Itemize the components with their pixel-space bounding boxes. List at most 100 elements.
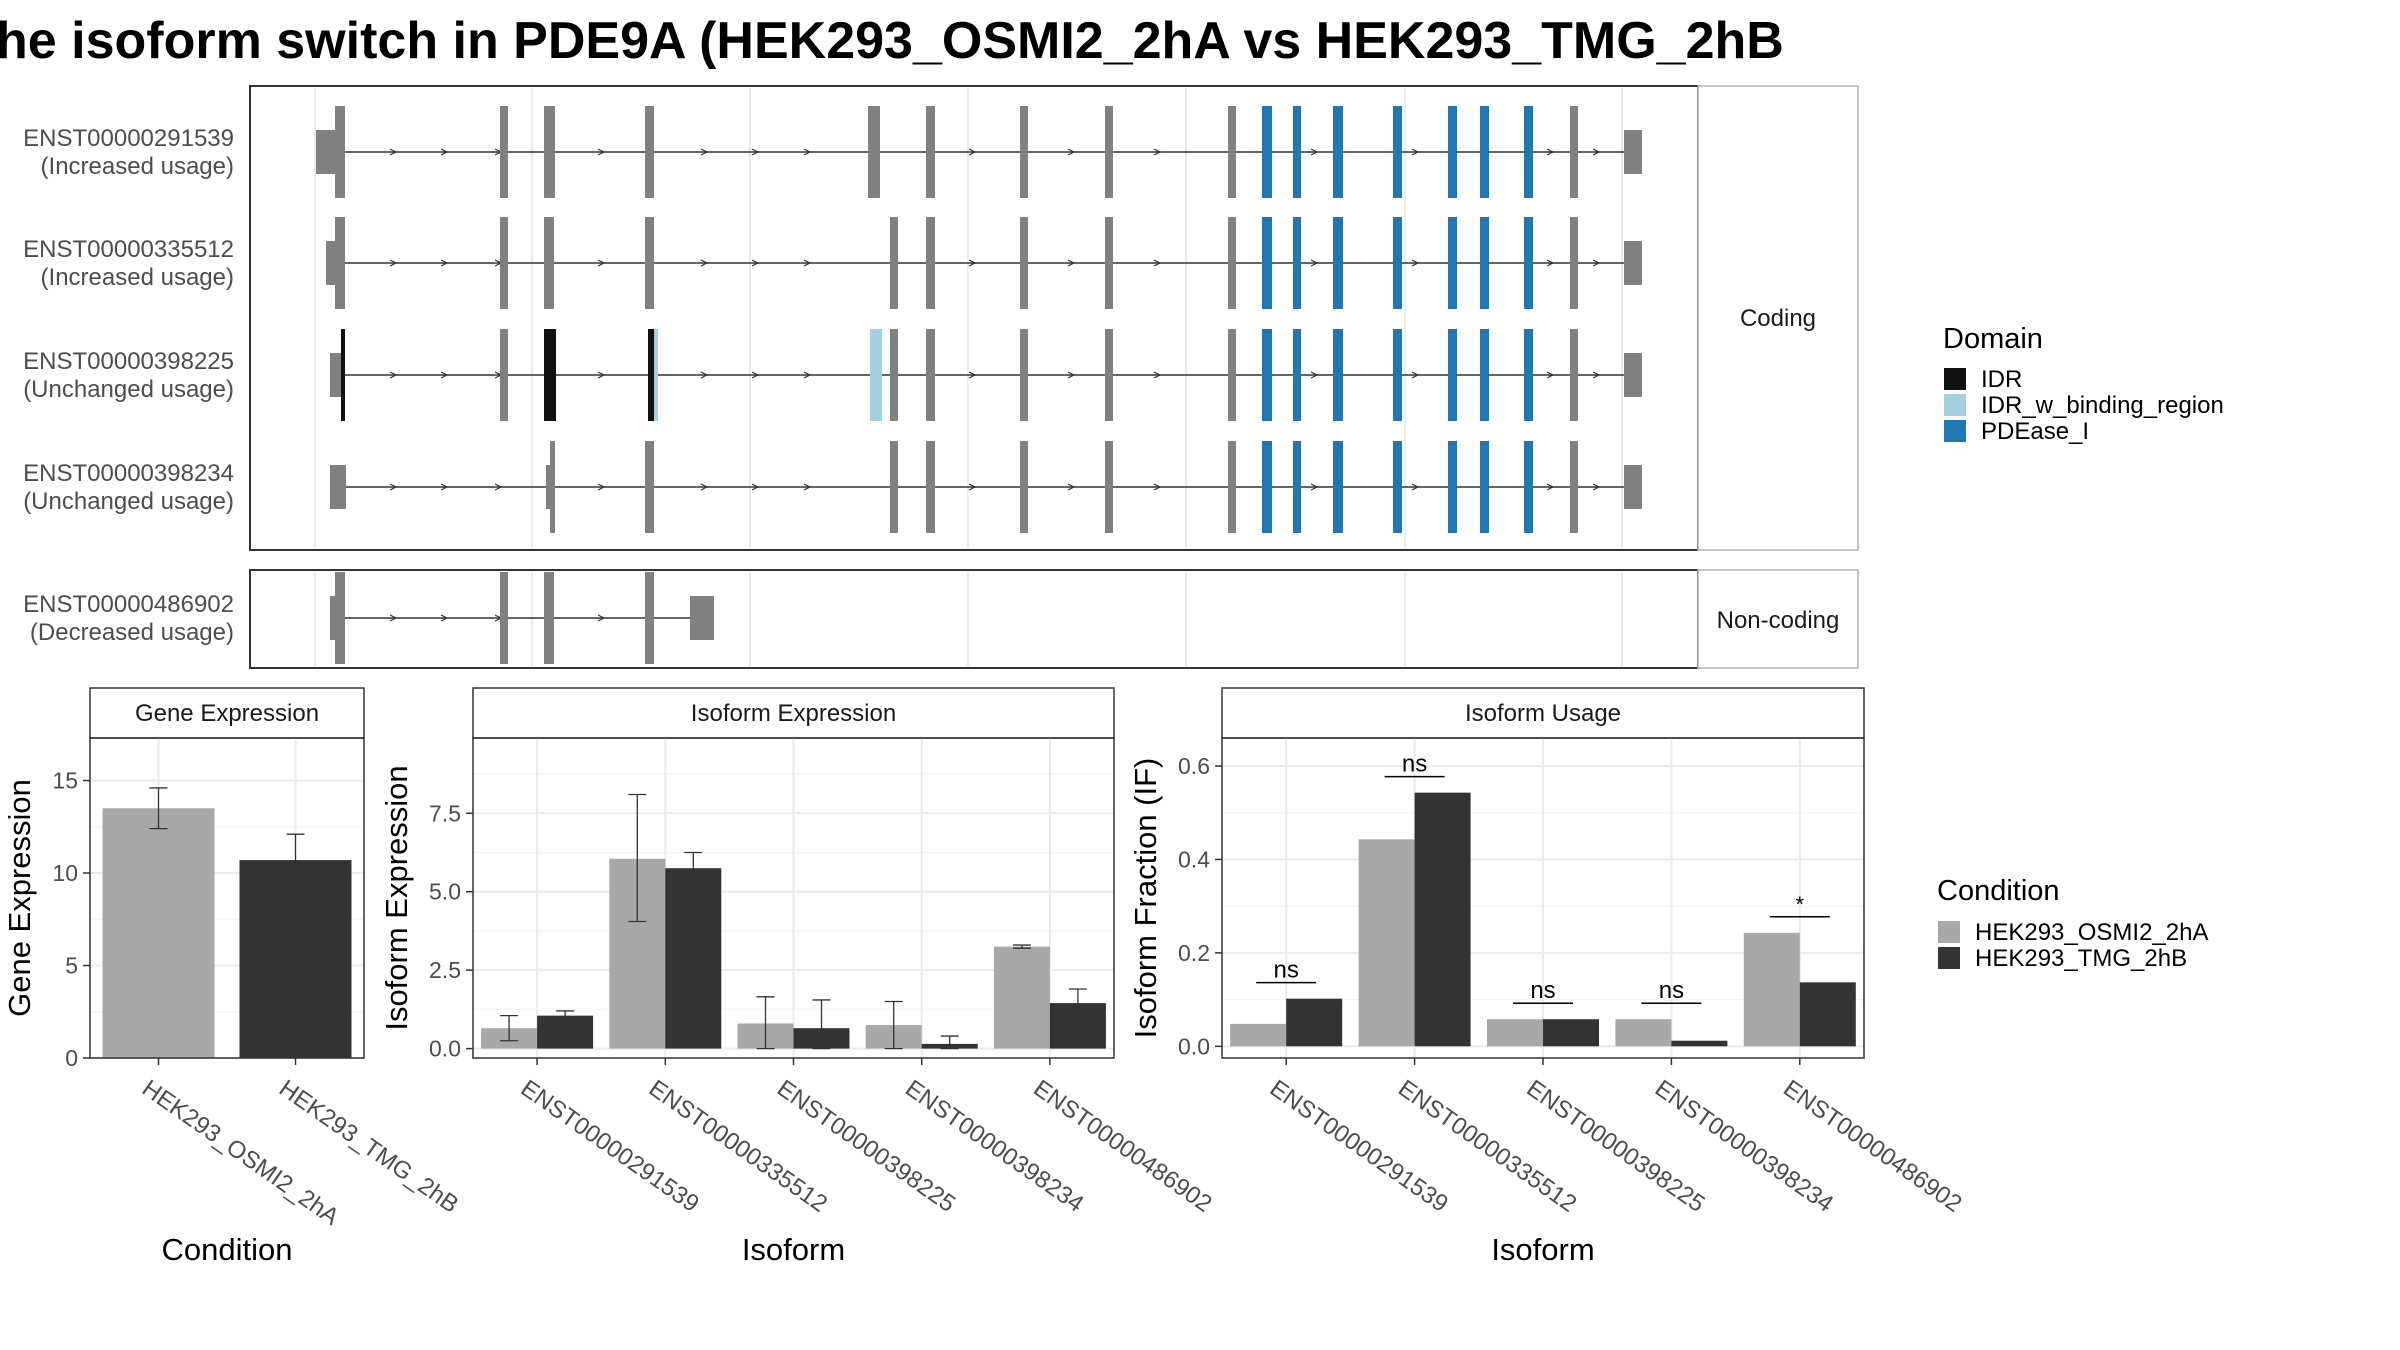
intron-direction-arrow bbox=[1411, 371, 1420, 379]
y-axis-label: Gene Expression bbox=[2, 779, 37, 1017]
exon-block bbox=[1624, 130, 1642, 174]
bar bbox=[1799, 982, 1856, 1047]
domain-block-pdease-i bbox=[1293, 329, 1301, 421]
intron-direction-arrow bbox=[1546, 371, 1555, 379]
y-tick-label: 15 bbox=[52, 768, 78, 794]
isoform-structure-panel: Coding Non-coding ENST00000291539(Increa… bbox=[23, 85, 1859, 669]
isoform-usage-label: (Unchanged usage) bbox=[23, 488, 234, 515]
intron-direction-arrow bbox=[1153, 483, 1162, 491]
exon-block bbox=[645, 106, 654, 198]
intron-direction-arrow bbox=[389, 259, 398, 267]
exon-block bbox=[1228, 329, 1236, 421]
panel-border bbox=[89, 737, 365, 1059]
intron-direction-arrow bbox=[1411, 483, 1420, 491]
intron-direction-arrow bbox=[700, 483, 709, 491]
intron-direction-arrow bbox=[440, 483, 449, 491]
exon-block bbox=[1624, 241, 1642, 285]
domain-block-pdease-i bbox=[1262, 329, 1272, 421]
y-tick-label: 5 bbox=[65, 953, 78, 979]
exon-block bbox=[550, 441, 555, 533]
noncoding-strip-label: Non-coding bbox=[1717, 607, 1840, 634]
domain-block-pdease-i bbox=[1262, 217, 1272, 309]
exon-block bbox=[335, 572, 345, 664]
exon-block bbox=[690, 596, 714, 640]
intron-direction-arrow bbox=[597, 259, 606, 267]
domain-block-pdease-i bbox=[1448, 441, 1457, 533]
intron-direction-arrow bbox=[1153, 148, 1162, 156]
intron-direction-arrow bbox=[751, 148, 760, 156]
isoform-track-1 bbox=[316, 106, 1642, 198]
y-tick-label: 10 bbox=[52, 860, 78, 886]
panel-strip bbox=[89, 687, 365, 739]
intron-direction-arrow bbox=[494, 483, 503, 491]
exon-block bbox=[316, 130, 338, 174]
y-tick-label: 7.5 bbox=[429, 800, 461, 826]
exon-block bbox=[500, 572, 508, 664]
exon-block bbox=[1228, 217, 1236, 309]
x-axis-label: Condition bbox=[162, 1232, 293, 1267]
y-tick-label: 2.5 bbox=[429, 957, 461, 983]
x-axis-label: Isoform bbox=[1491, 1232, 1594, 1267]
intron-direction-arrow bbox=[968, 259, 977, 267]
significance-label: ns bbox=[1274, 957, 1299, 984]
bar bbox=[1358, 839, 1415, 1047]
isoform-track-5 bbox=[330, 572, 714, 664]
domain-block-pdease-i bbox=[1333, 106, 1343, 198]
intron-direction-arrow bbox=[1310, 483, 1319, 491]
domain-block-pdease-i bbox=[1262, 106, 1272, 198]
y-tick-label: 5.0 bbox=[429, 879, 461, 905]
condition-legend-label: HEK293_TMG_2hB bbox=[1975, 945, 2187, 972]
exon-block bbox=[926, 441, 935, 533]
bar bbox=[1414, 792, 1471, 1047]
y-tick-label: 0.6 bbox=[1178, 753, 1210, 779]
isoform-id-label: ENST00000291539 bbox=[23, 125, 234, 152]
panel-title: Isoform Usage bbox=[1465, 700, 1621, 727]
isoform-track-2 bbox=[326, 217, 1642, 309]
exon-block bbox=[645, 441, 654, 533]
domain-block-pdease-i bbox=[1393, 441, 1402, 533]
domain-block-pdease-i bbox=[1448, 217, 1457, 309]
isoform-usage-label: (Increased usage) bbox=[41, 153, 234, 180]
exon-block bbox=[1228, 106, 1236, 198]
exon-block bbox=[1228, 441, 1236, 533]
intron-direction-arrow bbox=[803, 259, 812, 267]
intron-direction-arrow bbox=[968, 148, 977, 156]
bar bbox=[1743, 932, 1800, 1047]
intron-direction-arrow bbox=[803, 371, 812, 379]
domain-block-idr bbox=[341, 329, 345, 421]
isoform-usage-label: (Increased usage) bbox=[41, 264, 234, 291]
exon-block bbox=[645, 217, 654, 309]
exon-block bbox=[335, 106, 345, 198]
domain-legend-title: Domain bbox=[1943, 323, 2043, 355]
intron-direction-arrow bbox=[389, 483, 398, 491]
exon-block bbox=[500, 217, 508, 309]
domain-block-pdease-i bbox=[1293, 441, 1301, 533]
intron-direction-arrow bbox=[389, 148, 398, 156]
domain-block-idr-w-binding-region bbox=[654, 329, 658, 421]
exon-block bbox=[500, 329, 508, 421]
domain-block-pdease-i bbox=[1393, 329, 1402, 421]
intron-direction-arrow bbox=[597, 614, 606, 622]
domain-block-pdease-i bbox=[1333, 217, 1343, 309]
exon-block bbox=[890, 217, 898, 309]
bar bbox=[1487, 1019, 1543, 1047]
y-tick-label: 0 bbox=[65, 1045, 78, 1071]
domain-block-idr-w-binding-region bbox=[870, 329, 882, 421]
isoform-id-label: ENST00000398225 bbox=[23, 348, 234, 375]
y-tick-label: 0.0 bbox=[429, 1036, 461, 1062]
isoform-id-label: ENST00000335512 bbox=[23, 236, 234, 263]
intron-direction-arrow bbox=[1592, 259, 1601, 267]
exon-block bbox=[1105, 329, 1113, 421]
intron-direction-arrow bbox=[389, 371, 398, 379]
exon-block bbox=[1020, 217, 1028, 309]
y-axis-label: Isoform Fraction (IF) bbox=[1128, 758, 1163, 1039]
intron-direction-arrow bbox=[597, 483, 606, 491]
bar bbox=[537, 1015, 594, 1049]
domain-block-pdease-i bbox=[1333, 441, 1343, 533]
significance-label: ns bbox=[1402, 751, 1427, 778]
intron-direction-arrow bbox=[1153, 259, 1162, 267]
intron-direction-arrow bbox=[700, 259, 709, 267]
